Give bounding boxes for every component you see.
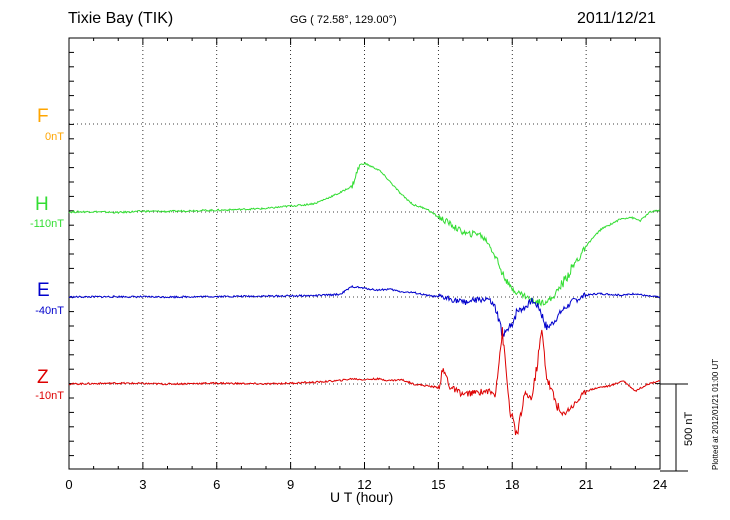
series-name-f: F bbox=[37, 106, 49, 127]
series-lines bbox=[68, 162, 661, 436]
x-tick-label: 15 bbox=[431, 477, 445, 492]
series-offset-z: -10nT bbox=[35, 390, 64, 402]
series-offset-e: -40nT bbox=[35, 305, 64, 317]
date-label: 2011/12/21 bbox=[577, 10, 656, 27]
grid bbox=[69, 38, 660, 469]
x-tick-label: 0 bbox=[65, 477, 72, 492]
series-offset-h: -110nT bbox=[29, 218, 64, 230]
series-line-e bbox=[68, 284, 661, 340]
scale-bar-label: 500 nT bbox=[683, 411, 695, 446]
series-name-e: E bbox=[37, 280, 50, 301]
x-tick-label: 24 bbox=[653, 477, 667, 492]
series-name-z: Z bbox=[37, 367, 49, 388]
x-tick-label: 6 bbox=[213, 477, 220, 492]
station-title: Tixie Bay (TIK) bbox=[68, 10, 174, 27]
x-tick-label: 3 bbox=[139, 477, 146, 492]
coordinates-label: GG ( 72.58°, 129.00°) bbox=[290, 14, 397, 26]
x-tick-label: 9 bbox=[287, 477, 294, 492]
series-line-h bbox=[68, 162, 661, 307]
series-name-h: H bbox=[35, 194, 49, 215]
series-offset-f: 0nT bbox=[45, 131, 64, 143]
x-tick-label: 18 bbox=[505, 477, 519, 492]
x-tick-label: 12 bbox=[357, 477, 371, 492]
scale-bar: 500 nT bbox=[660, 383, 695, 472]
series-line-z bbox=[68, 327, 661, 436]
ticks: 0 3 6 9 12 15 18 21 24 bbox=[65, 38, 667, 492]
x-tick-label: 21 bbox=[579, 477, 593, 492]
x-axis-label: U T (hour) bbox=[330, 489, 394, 505]
